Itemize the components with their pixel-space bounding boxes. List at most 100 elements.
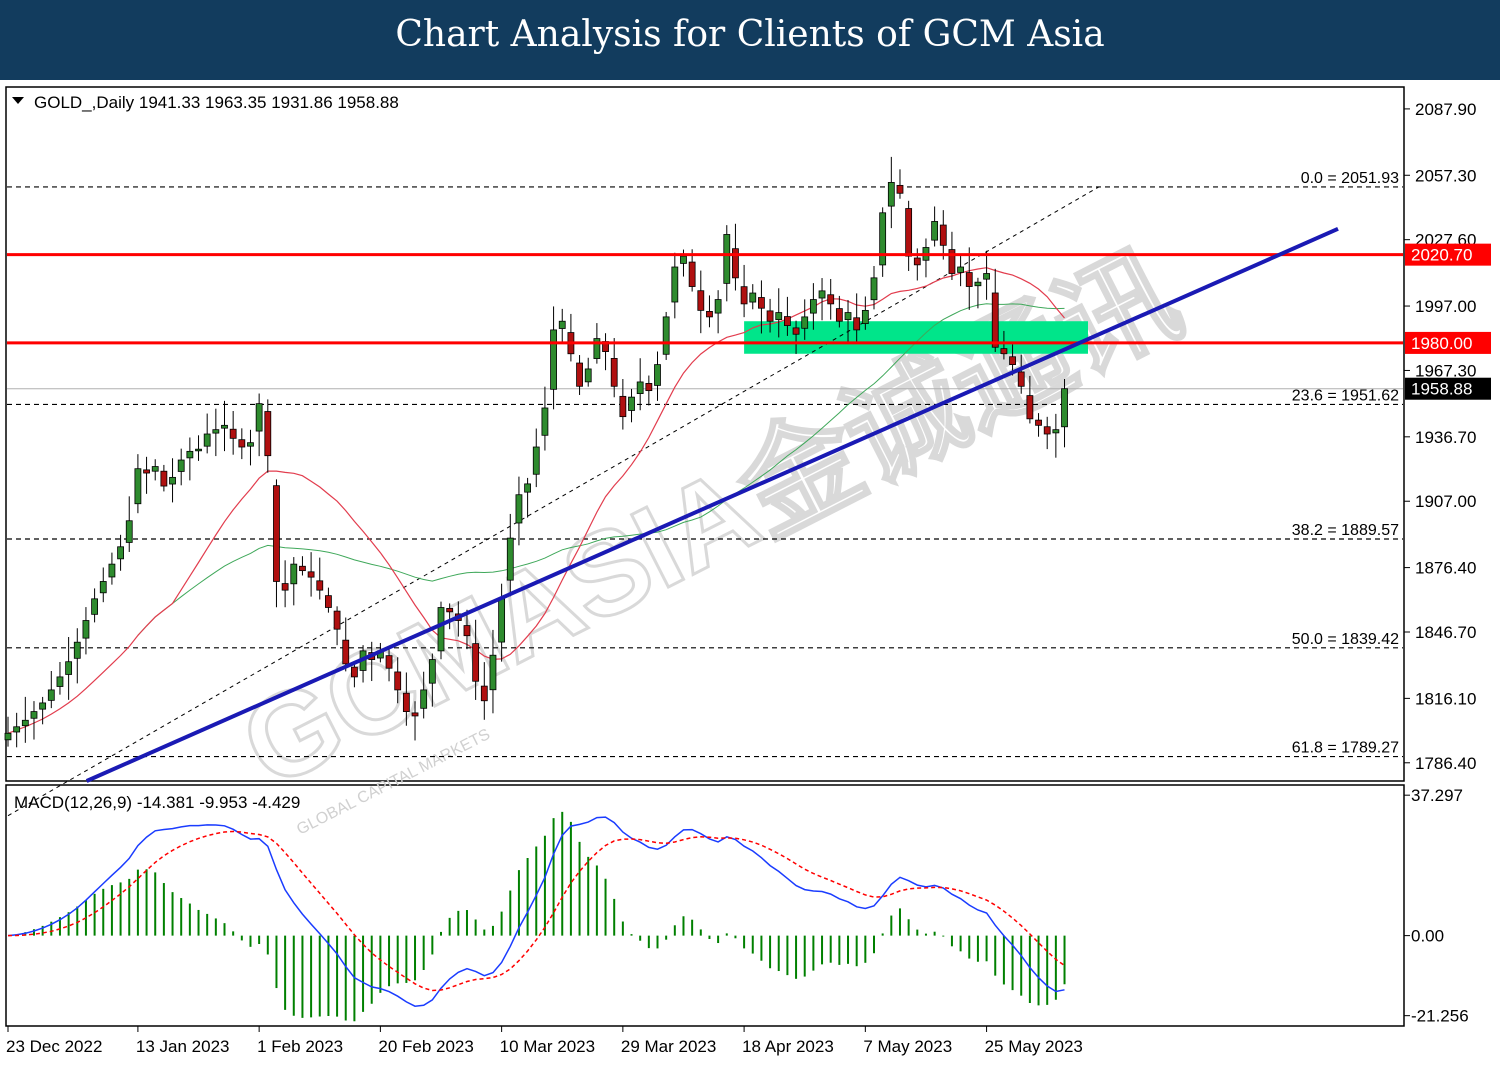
candle-body-29	[255, 403, 263, 432]
candle-body-1	[13, 726, 21, 733]
candle-body-48	[420, 689, 428, 709]
symbol-dropdown-icon[interactable]	[12, 97, 24, 104]
date-tick-label-0: 23 Dec 2022	[6, 1037, 102, 1056]
fib-label-1: 23.6 = 1951.62	[1292, 387, 1399, 404]
candle-body-56	[489, 654, 497, 691]
price-panel-frame	[5, 86, 1405, 782]
resistance-badge-1-bg	[1405, 331, 1491, 354]
candle-body-34	[299, 565, 306, 572]
candle-body-13	[117, 546, 124, 560]
candle-body-97	[844, 312, 852, 321]
candle-body-55	[480, 685, 488, 702]
macd-tick-label-2: -21.256	[1411, 1007, 1469, 1026]
candle-body-86	[749, 292, 757, 303]
candle-body-71	[619, 395, 627, 418]
candle-body-121	[1052, 429, 1060, 434]
price-tick-label-8: 1846.70	[1415, 623, 1476, 642]
support-trendline	[85, 227, 1339, 783]
candle-body-119	[1035, 419, 1042, 426]
candle-body-83	[723, 234, 731, 284]
macd-plot	[7, 811, 1066, 1022]
candle-body-16	[143, 469, 150, 474]
candle-body-31	[273, 485, 280, 582]
candle-body-40	[350, 666, 358, 678]
candle-body-72	[628, 396, 635, 411]
candle-body-99	[861, 309, 869, 324]
price-tick-label-10: 1786.40	[1415, 754, 1476, 773]
candle-body-122	[1061, 388, 1068, 428]
candle-body-113	[983, 273, 990, 280]
date-tick-label-8: 25 May 2023	[985, 1037, 1083, 1056]
channel-line-dashed	[7, 186, 1100, 817]
candle-body-18	[160, 470, 168, 487]
candle-body-80	[697, 290, 705, 311]
price-tick-label-4: 1967.30	[1415, 361, 1476, 380]
fib-label-3: 50.0 = 1839.42	[1292, 631, 1399, 648]
candle-body-73	[636, 381, 644, 394]
candle-body-103	[896, 184, 904, 194]
date-tick-label-6: 18 Apr 2023	[742, 1037, 834, 1056]
candle-body-53	[463, 625, 471, 637]
candle-body-57	[498, 598, 506, 643]
fib-label-2: 38.2 = 1889.57	[1292, 522, 1399, 539]
price-tick-label-3: 1997.00	[1415, 297, 1476, 316]
ma-fast-line	[7, 267, 1065, 734]
macd-panel-frame	[5, 784, 1405, 1027]
candle-body-60	[524, 483, 531, 493]
candle-body-110	[957, 266, 964, 273]
date-tick-label-7: 7 May 2023	[863, 1037, 952, 1056]
candle-body-36	[316, 580, 324, 591]
candle-body-14	[125, 520, 133, 543]
candle-body-67	[584, 368, 592, 383]
macd-line	[7, 816, 1065, 1007]
candle-body-117	[1017, 371, 1025, 387]
candle-body-0	[4, 732, 12, 741]
candle-body-91	[792, 327, 800, 335]
date-tick-label-3: 20 Feb 2023	[378, 1037, 473, 1056]
candle-body-21	[186, 450, 194, 459]
candle-body-100	[870, 277, 878, 301]
current-price-badge-bg	[1405, 377, 1491, 400]
candle-body-66	[576, 362, 583, 387]
candle-body-87	[758, 297, 765, 309]
price-tick-label-5: 1936.70	[1415, 428, 1476, 447]
candle-body-102	[887, 182, 895, 207]
candle-body-107	[931, 221, 939, 241]
candle-body-92	[801, 316, 809, 329]
candle-body-70	[610, 358, 618, 387]
candle-body-85	[740, 286, 748, 305]
price-plot: 0.0 = 2051.93 23.6 = 1951.62 38.2 = 1889.5…	[4, 156, 1403, 817]
candle-body-116	[1009, 356, 1016, 366]
candle-body-109	[948, 249, 956, 274]
candle-body-20	[177, 459, 185, 472]
candle-body-30	[264, 411, 272, 457]
candle-body-63	[550, 329, 557, 390]
candle-body-96	[835, 308, 843, 322]
candle-body-19	[169, 476, 176, 485]
candle-body-104	[905, 208, 913, 257]
candle-body-49	[428, 659, 436, 684]
candle-body-101	[879, 212, 887, 266]
candle-body-17	[151, 466, 159, 472]
fib-label-0: 0.0 = 2051.93	[1301, 170, 1399, 187]
candle-body-28	[247, 442, 254, 447]
current-price-badge: 1958.88	[1411, 380, 1472, 399]
candle-body-58	[506, 537, 514, 581]
candle-body-59	[515, 494, 523, 524]
candle-body-25	[221, 424, 228, 429]
macd-header: MACD(12,26,9) -14.381 -9.953 -4.429	[14, 793, 300, 812]
price-tick-label-0: 2087.90	[1415, 100, 1476, 119]
candle-body-32	[281, 583, 289, 591]
candle-body-98	[853, 317, 861, 331]
resistance-badge-1: 1980.00	[1411, 334, 1472, 353]
candle-body-22	[195, 448, 202, 452]
candle-body-94	[818, 290, 826, 299]
candle-body-115	[1000, 348, 1008, 355]
candle-body-23	[203, 433, 211, 447]
date-tick-label-2: 1 Feb 2023	[257, 1037, 343, 1056]
candle-body-78	[680, 255, 687, 264]
candle-body-90	[784, 316, 791, 326]
macd-signal-line	[7, 830, 1065, 992]
candle-body-46	[402, 692, 410, 713]
